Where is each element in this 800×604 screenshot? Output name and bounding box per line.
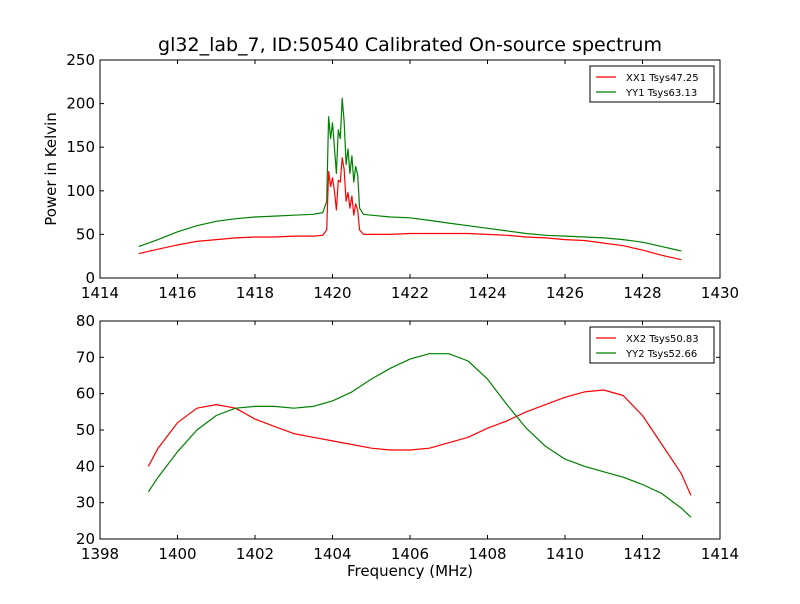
top-series-line-2: [138, 97, 682, 252]
bottom-x-tick-label: 1400: [158, 545, 196, 563]
top-x-tick-label: 1420: [313, 284, 351, 302]
bottom-y-tick-label: 30: [76, 494, 95, 512]
bottom-x-tick-label: 1408: [468, 545, 506, 563]
bottom-y-tick-label: 40: [76, 457, 95, 475]
top-series-line-1: [138, 157, 682, 261]
top-x-tick-label: 1414: [81, 284, 119, 302]
bottom-legend-label-1: XX2 Tsys50.83: [626, 334, 699, 345]
bottom-axes: 1398 1400 1402 1404 1406 1408 1410 1412 1414 20 30…: [76, 312, 739, 563]
top-y-tick-label: 0: [85, 269, 95, 287]
bottom-x-axis-label: Frequency (MHz): [346, 562, 474, 580]
bottom-x-tick-label: 1406: [391, 545, 429, 563]
top-y-tick-label: 100: [66, 182, 95, 200]
top-y-tick-label: 50: [76, 225, 95, 243]
bottom-legend-box: [589, 326, 715, 364]
bottom-y-tick-label: 70: [76, 348, 95, 366]
top-x-tick-label: 1426: [546, 284, 584, 302]
chart-title: gl32_lab_7, ID:50540 Calibrated On-sourc…: [158, 34, 662, 56]
bottom-x-tick-label: 1414: [701, 545, 739, 563]
bottom-y-tick-label: 60: [76, 385, 95, 403]
top-y-axis-label: Power in Kelvin: [42, 112, 60, 226]
bottom-x-tick-label: 1412: [623, 545, 661, 563]
bottom-series-line-2: [147, 353, 692, 518]
top-x-tick-label: 1416: [158, 284, 196, 302]
bottom-legend-label-2: YY2 Tsys52.66: [625, 349, 697, 360]
top-y-tick-label: 250: [66, 51, 95, 69]
bottom-x-tick-label: 1402: [236, 545, 274, 563]
top-x-tick-label: 1418: [236, 284, 274, 302]
top-x-tick-label: 1422: [391, 284, 429, 302]
top-legend-label-1: XX1 Tsys47.25: [626, 73, 699, 84]
top-y-tick-label: 200: [66, 95, 95, 113]
top-legend-box: [589, 65, 715, 103]
bottom-x-tick-label: 1398: [81, 545, 119, 563]
bottom-y-tick-label: 50: [76, 421, 95, 439]
bottom-legend: XX2 Tsys50.83 YY2 Tsys52.66: [589, 326, 715, 364]
top-x-tick-label: 1428: [623, 284, 661, 302]
top-x-tick-label: 1430: [701, 284, 739, 302]
bottom-x-tick-label: 1410: [546, 545, 584, 563]
bottom-y-tick-label: 80: [76, 312, 95, 330]
bottom-y-tick-label: 20: [76, 530, 95, 548]
bottom-series-line-1: [147, 389, 692, 496]
top-axes: 1414 1416 1418 1420 1422 1424 1426 1428 1430 0 50 1…: [66, 51, 739, 302]
top-legend-label-2: YY1 Tsys63.13: [625, 88, 697, 99]
bottom-x-tick-label: 1404: [313, 545, 351, 563]
top-y-tick-label: 150: [66, 138, 95, 156]
top-legend: XX1 Tsys47.25 YY1 Tsys63.13: [589, 65, 715, 103]
top-x-tick-label: 1424: [468, 284, 506, 302]
